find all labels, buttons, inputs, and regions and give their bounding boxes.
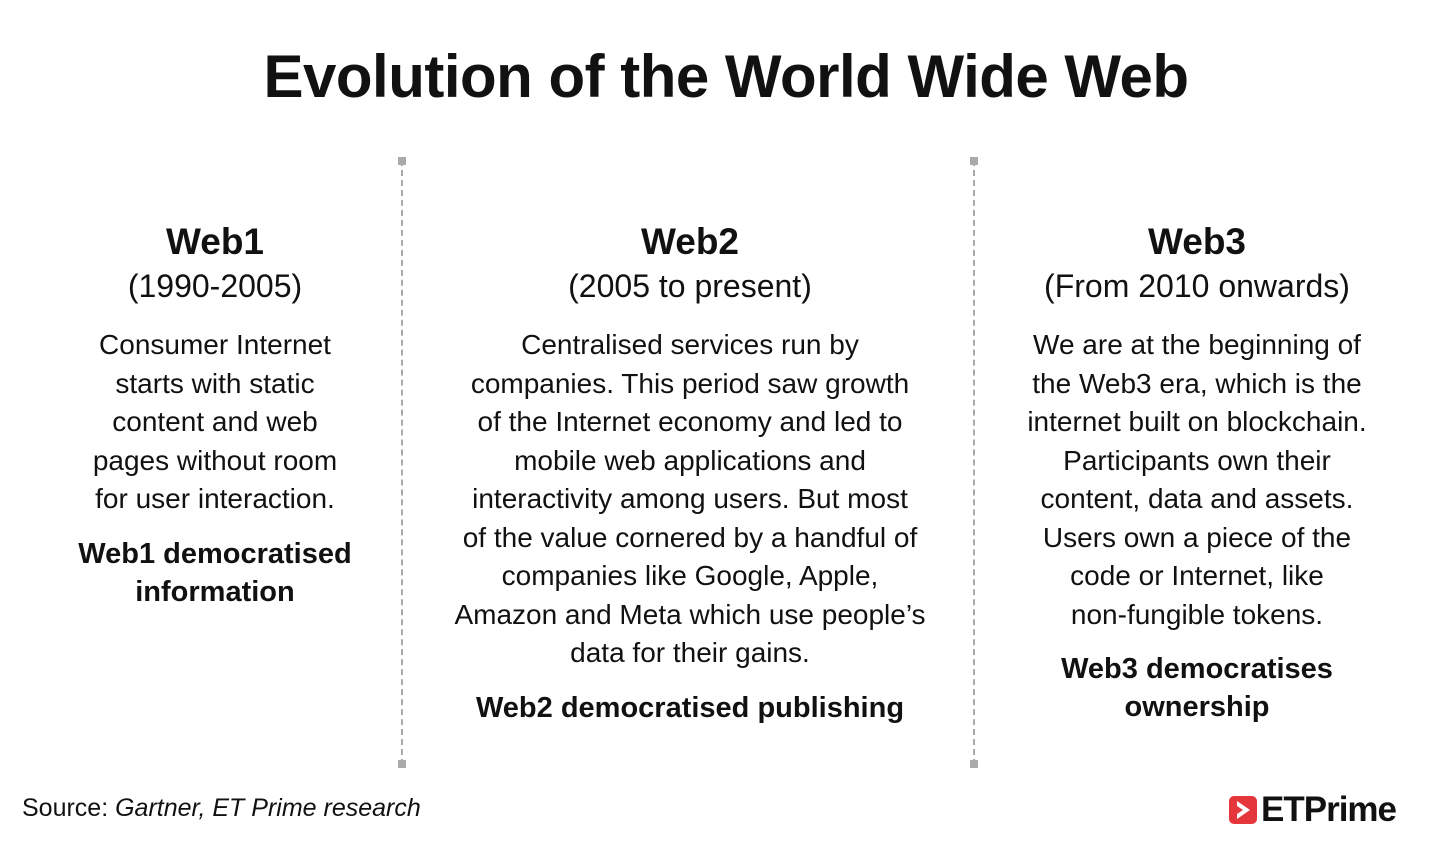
- column-heading: Web2: [640, 221, 739, 262]
- column-heading: Web1: [165, 221, 264, 262]
- source-note: Source: Gartner, ET Prime research: [22, 794, 421, 823]
- description-line: mobile web applications and: [514, 444, 866, 476]
- description-line: of the value cornered by a handful of: [462, 521, 918, 553]
- description-line: the Web3 era, which is the: [1032, 367, 1362, 399]
- description-line: code or Internet, like: [1070, 560, 1324, 591]
- column-web1: Web1 (1990-2005) Consumer Internet starts …: [25, 220, 405, 611]
- description-line: companies like Google, Apple,: [501, 560, 879, 591]
- etprime-logo: ETPrime: [1229, 790, 1397, 830]
- play-icon: [1229, 796, 1257, 824]
- divider: [970, 157, 978, 768]
- column-tagline: Web1 democratised information: [25, 535, 405, 611]
- logo-text: ETPrime: [1261, 790, 1397, 829]
- column-period: (1990-2005): [127, 268, 303, 304]
- description-line: Amazon and Meta which use people’s: [454, 598, 926, 630]
- column-period: (2005 to present): [568, 268, 812, 304]
- description-line: interactivity among users. But most: [472, 483, 908, 514]
- description-line: Consumer Internet: [99, 329, 331, 360]
- column-web3: Web3 (From 2010 onwards) We are at the be…: [987, 220, 1407, 726]
- column-period: (From 2010 onwards): [1044, 268, 1350, 304]
- tagline-line: Web1 democratised: [78, 537, 352, 570]
- column-tagline: Web3 democratises ownership: [987, 650, 1407, 726]
- description-line: content and web: [112, 406, 318, 437]
- description-line: companies. This period saw growth: [470, 367, 910, 399]
- tagline-line: ownership: [1124, 691, 1270, 723]
- description-line: pages without room: [92, 444, 338, 476]
- description-line: of the Internet economy and led to: [477, 406, 903, 437]
- tagline-line: Web3 democratises: [1061, 653, 1333, 685]
- column-description: Centralised services run by companies. Th…: [420, 326, 960, 673]
- column-web2: Web2 (2005 to present) Centralised servic…: [420, 220, 960, 727]
- description-line: content, data and assets.: [1040, 483, 1354, 514]
- tagline-line: information: [135, 575, 295, 608]
- source-value: Gartner, ET Prime research: [115, 794, 421, 822]
- tagline-line: Web2 democratised publishing: [475, 691, 905, 724]
- page-title: Evolution of the World Wide Web: [263, 43, 1189, 110]
- column-description: Consumer Internet starts with static conte…: [25, 326, 405, 519]
- description-line: internet built on blockchain.: [1027, 406, 1367, 437]
- description-line: Users own a piece of the: [1042, 521, 1352, 553]
- source-label: Source:: [22, 794, 116, 822]
- description-line: data for their gains.: [570, 637, 810, 668]
- description-line: for user interaction.: [95, 483, 335, 514]
- description-line: Centralised services run by: [521, 329, 859, 360]
- description-line: non-fungible tokens.: [1070, 598, 1324, 630]
- description-line: starts with static: [115, 367, 315, 399]
- description-line: We are at the beginning of: [1033, 329, 1361, 360]
- column-description: We are at the beginning of the Web3 era, …: [987, 326, 1407, 634]
- column-tagline: Web2 democratised publishing: [420, 689, 960, 727]
- description-line: Participants own their: [1063, 444, 1331, 476]
- column-heading: Web3: [1147, 221, 1246, 262]
- divider: [398, 157, 406, 768]
